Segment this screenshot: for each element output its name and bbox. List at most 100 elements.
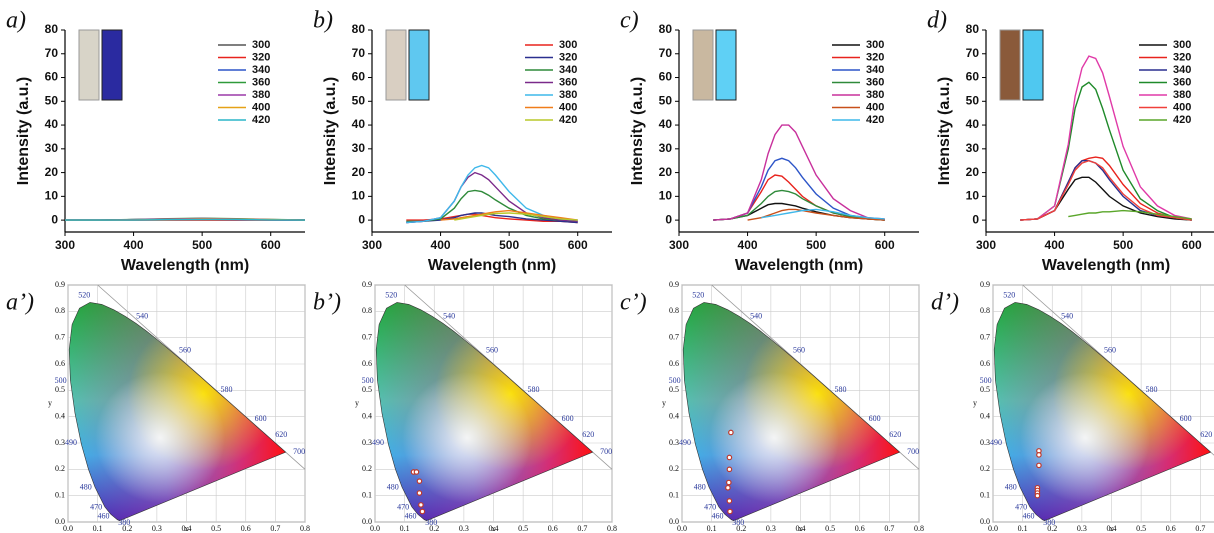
vial bbox=[408, 29, 430, 101]
y-tick-label: 0 bbox=[972, 212, 979, 226]
cie-point bbox=[413, 469, 420, 475]
y-tick-label: 30 bbox=[45, 141, 59, 155]
y-tick-label: 30 bbox=[966, 141, 980, 155]
y-tick-label: 0.7 bbox=[980, 332, 990, 341]
spectrum-line bbox=[713, 124, 885, 221]
y-tick-label: 0.6 bbox=[362, 359, 372, 368]
spectrum-line bbox=[440, 209, 578, 221]
vial bbox=[692, 29, 714, 101]
y-tick-label: 20 bbox=[352, 165, 366, 179]
locus-label: 580 bbox=[1145, 385, 1157, 394]
legend-label: 320 bbox=[559, 51, 577, 63]
x-tick-label: 0.0 bbox=[63, 524, 73, 533]
locus-label: 620 bbox=[275, 430, 287, 439]
x-tick-label: 600 bbox=[568, 238, 588, 252]
y-tick-label: 0.8 bbox=[669, 306, 679, 315]
y-tick-label: 70 bbox=[352, 46, 366, 60]
locus-label: 500 bbox=[669, 376, 681, 385]
x-axis-label: Wavelength (nm) bbox=[735, 257, 863, 274]
locus-label: 480 bbox=[1005, 483, 1017, 492]
y-tick-label: 10 bbox=[45, 189, 59, 203]
locus-label: 460 bbox=[98, 512, 110, 521]
locus-label: 700 bbox=[600, 447, 612, 456]
x-tick-label: 500 bbox=[499, 238, 519, 252]
x-tick-label: 300 bbox=[976, 238, 996, 252]
locus-label: 460 bbox=[405, 512, 417, 521]
y-axis-label: y bbox=[48, 398, 52, 407]
spectrum-line bbox=[1020, 81, 1192, 221]
locus-label: 600 bbox=[1180, 414, 1192, 423]
legend-label: 320 bbox=[866, 51, 884, 63]
locus-label: 600 bbox=[255, 414, 267, 423]
y-tick-label: 0.0 bbox=[362, 517, 372, 526]
y-tick-label: 0.3 bbox=[980, 438, 990, 447]
legend-label: 380 bbox=[252, 89, 270, 101]
x-tick-label: 0.1 bbox=[93, 524, 103, 533]
x-tick-label: 400 bbox=[124, 238, 144, 252]
spectrum-line bbox=[713, 189, 885, 221]
legend-label: 400 bbox=[252, 101, 270, 113]
locus-label: 490 bbox=[372, 438, 384, 447]
locus-label: 500 bbox=[55, 376, 67, 385]
x-tick-label: 0.4 bbox=[1107, 524, 1117, 533]
y-tick-label: 0.9 bbox=[55, 280, 65, 289]
y-tick-label: 0.1 bbox=[55, 490, 65, 499]
locus-label: 470 bbox=[704, 502, 716, 511]
cie-point bbox=[726, 498, 733, 504]
y-tick-label: 0.5 bbox=[55, 385, 65, 394]
y-tick-label: 0.6 bbox=[669, 359, 679, 368]
cie-point bbox=[1036, 462, 1042, 469]
y-tick-label: 0 bbox=[665, 212, 672, 226]
locus-label: 520 bbox=[385, 290, 397, 299]
x-tick-label: 0.1 bbox=[1018, 524, 1028, 533]
y-tick-label: 0.7 bbox=[55, 332, 65, 341]
gamut bbox=[683, 302, 900, 521]
y-tick-label: 30 bbox=[352, 141, 366, 155]
vial bbox=[715, 29, 737, 101]
y-tick-label: 20 bbox=[45, 165, 59, 179]
spectrum-line bbox=[406, 189, 578, 222]
legend-label: 360 bbox=[252, 76, 270, 88]
locus-label: 620 bbox=[582, 430, 594, 439]
y-tick-label: 0.6 bbox=[980, 359, 990, 368]
x-tick-label: 0.6 bbox=[855, 524, 865, 533]
panel-label: b’) bbox=[313, 290, 341, 316]
x-tick-label: 0.5 bbox=[1136, 524, 1146, 533]
x-tick-label: 0.4 bbox=[489, 524, 499, 533]
y-tick-label: 0.5 bbox=[980, 385, 990, 394]
y-tick-label: 40 bbox=[659, 117, 673, 131]
locus-label: 490 bbox=[990, 438, 1002, 447]
vial bbox=[385, 29, 407, 101]
legend-label: 420 bbox=[559, 114, 577, 126]
locus-label: 540 bbox=[750, 311, 762, 320]
cie-point bbox=[726, 466, 733, 473]
locus-label: 470 bbox=[397, 502, 409, 511]
y-tick-label: 40 bbox=[966, 117, 980, 131]
x-tick-label: 0.1 bbox=[707, 524, 717, 533]
panel-label: c) bbox=[620, 8, 639, 34]
y-tick-label: 0.6 bbox=[55, 359, 65, 368]
locus-label: 480 bbox=[387, 483, 399, 492]
x-tick-label: 500 bbox=[806, 238, 826, 252]
legend-label: 420 bbox=[1173, 114, 1191, 126]
y-tick-label: 0.4 bbox=[362, 411, 372, 420]
y-tick-label: 0.9 bbox=[980, 280, 990, 289]
locus-label: 700 bbox=[907, 447, 919, 456]
locus-label: 560 bbox=[1104, 346, 1116, 355]
spectrum-line bbox=[454, 212, 578, 221]
y-tick-label: 30 bbox=[659, 141, 673, 155]
y-tick-label: 40 bbox=[45, 117, 59, 131]
legend-label: 320 bbox=[252, 51, 270, 63]
locus-label: 490 bbox=[65, 438, 77, 447]
y-tick-label: 0.9 bbox=[669, 280, 679, 289]
panel-label: a’) bbox=[6, 290, 34, 316]
panel-label: b) bbox=[313, 8, 333, 34]
x-tick-label: 0.0 bbox=[677, 524, 687, 533]
y-tick-label: 0 bbox=[51, 212, 58, 226]
panel-label: a) bbox=[6, 8, 26, 34]
locus-outline bbox=[68, 302, 287, 521]
y-tick-label: 50 bbox=[45, 93, 59, 107]
y-axis-label: y bbox=[662, 398, 666, 407]
x-tick-label: 0.2 bbox=[736, 524, 746, 533]
